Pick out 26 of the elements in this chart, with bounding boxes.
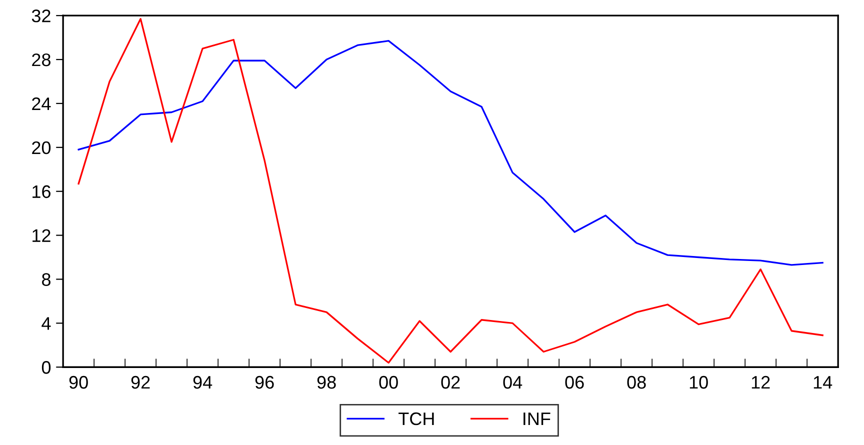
x-tick-label: 92 (131, 376, 150, 389)
x-tick-label: 04 (503, 376, 522, 389)
x-tick-label: 98 (317, 376, 336, 389)
y-tick-label: 24 (32, 97, 51, 110)
y-tick-label: 4 (42, 317, 51, 330)
x-tick-label: 08 (627, 376, 646, 389)
y-tick-label: 12 (32, 229, 50, 242)
y-tick-label: 32 (32, 10, 50, 22)
y-tick-label: 0 (42, 361, 51, 374)
legend-label: INF (524, 412, 550, 426)
x-tick-label: 10 (690, 376, 708, 389)
x-tick-label: 06 (565, 376, 584, 389)
y-tick-label: 16 (32, 185, 50, 198)
y-tick-label: 20 (32, 141, 51, 154)
y-tick-label: 28 (32, 53, 50, 66)
x-tick-label: 90 (69, 376, 88, 389)
x-tick-label: 96 (255, 376, 274, 389)
line-series (78, 40, 824, 266)
x-tick-label: 02 (441, 376, 460, 389)
x-tick-label: 00 (379, 376, 398, 389)
legend-label: TCH (398, 412, 434, 426)
x-tick-label: 94 (193, 376, 212, 389)
x-tick-label: 12 (752, 376, 770, 389)
x-tick-label: 14 (814, 376, 832, 389)
y-tick-label: 8 (42, 273, 50, 286)
line-series (78, 18, 824, 364)
